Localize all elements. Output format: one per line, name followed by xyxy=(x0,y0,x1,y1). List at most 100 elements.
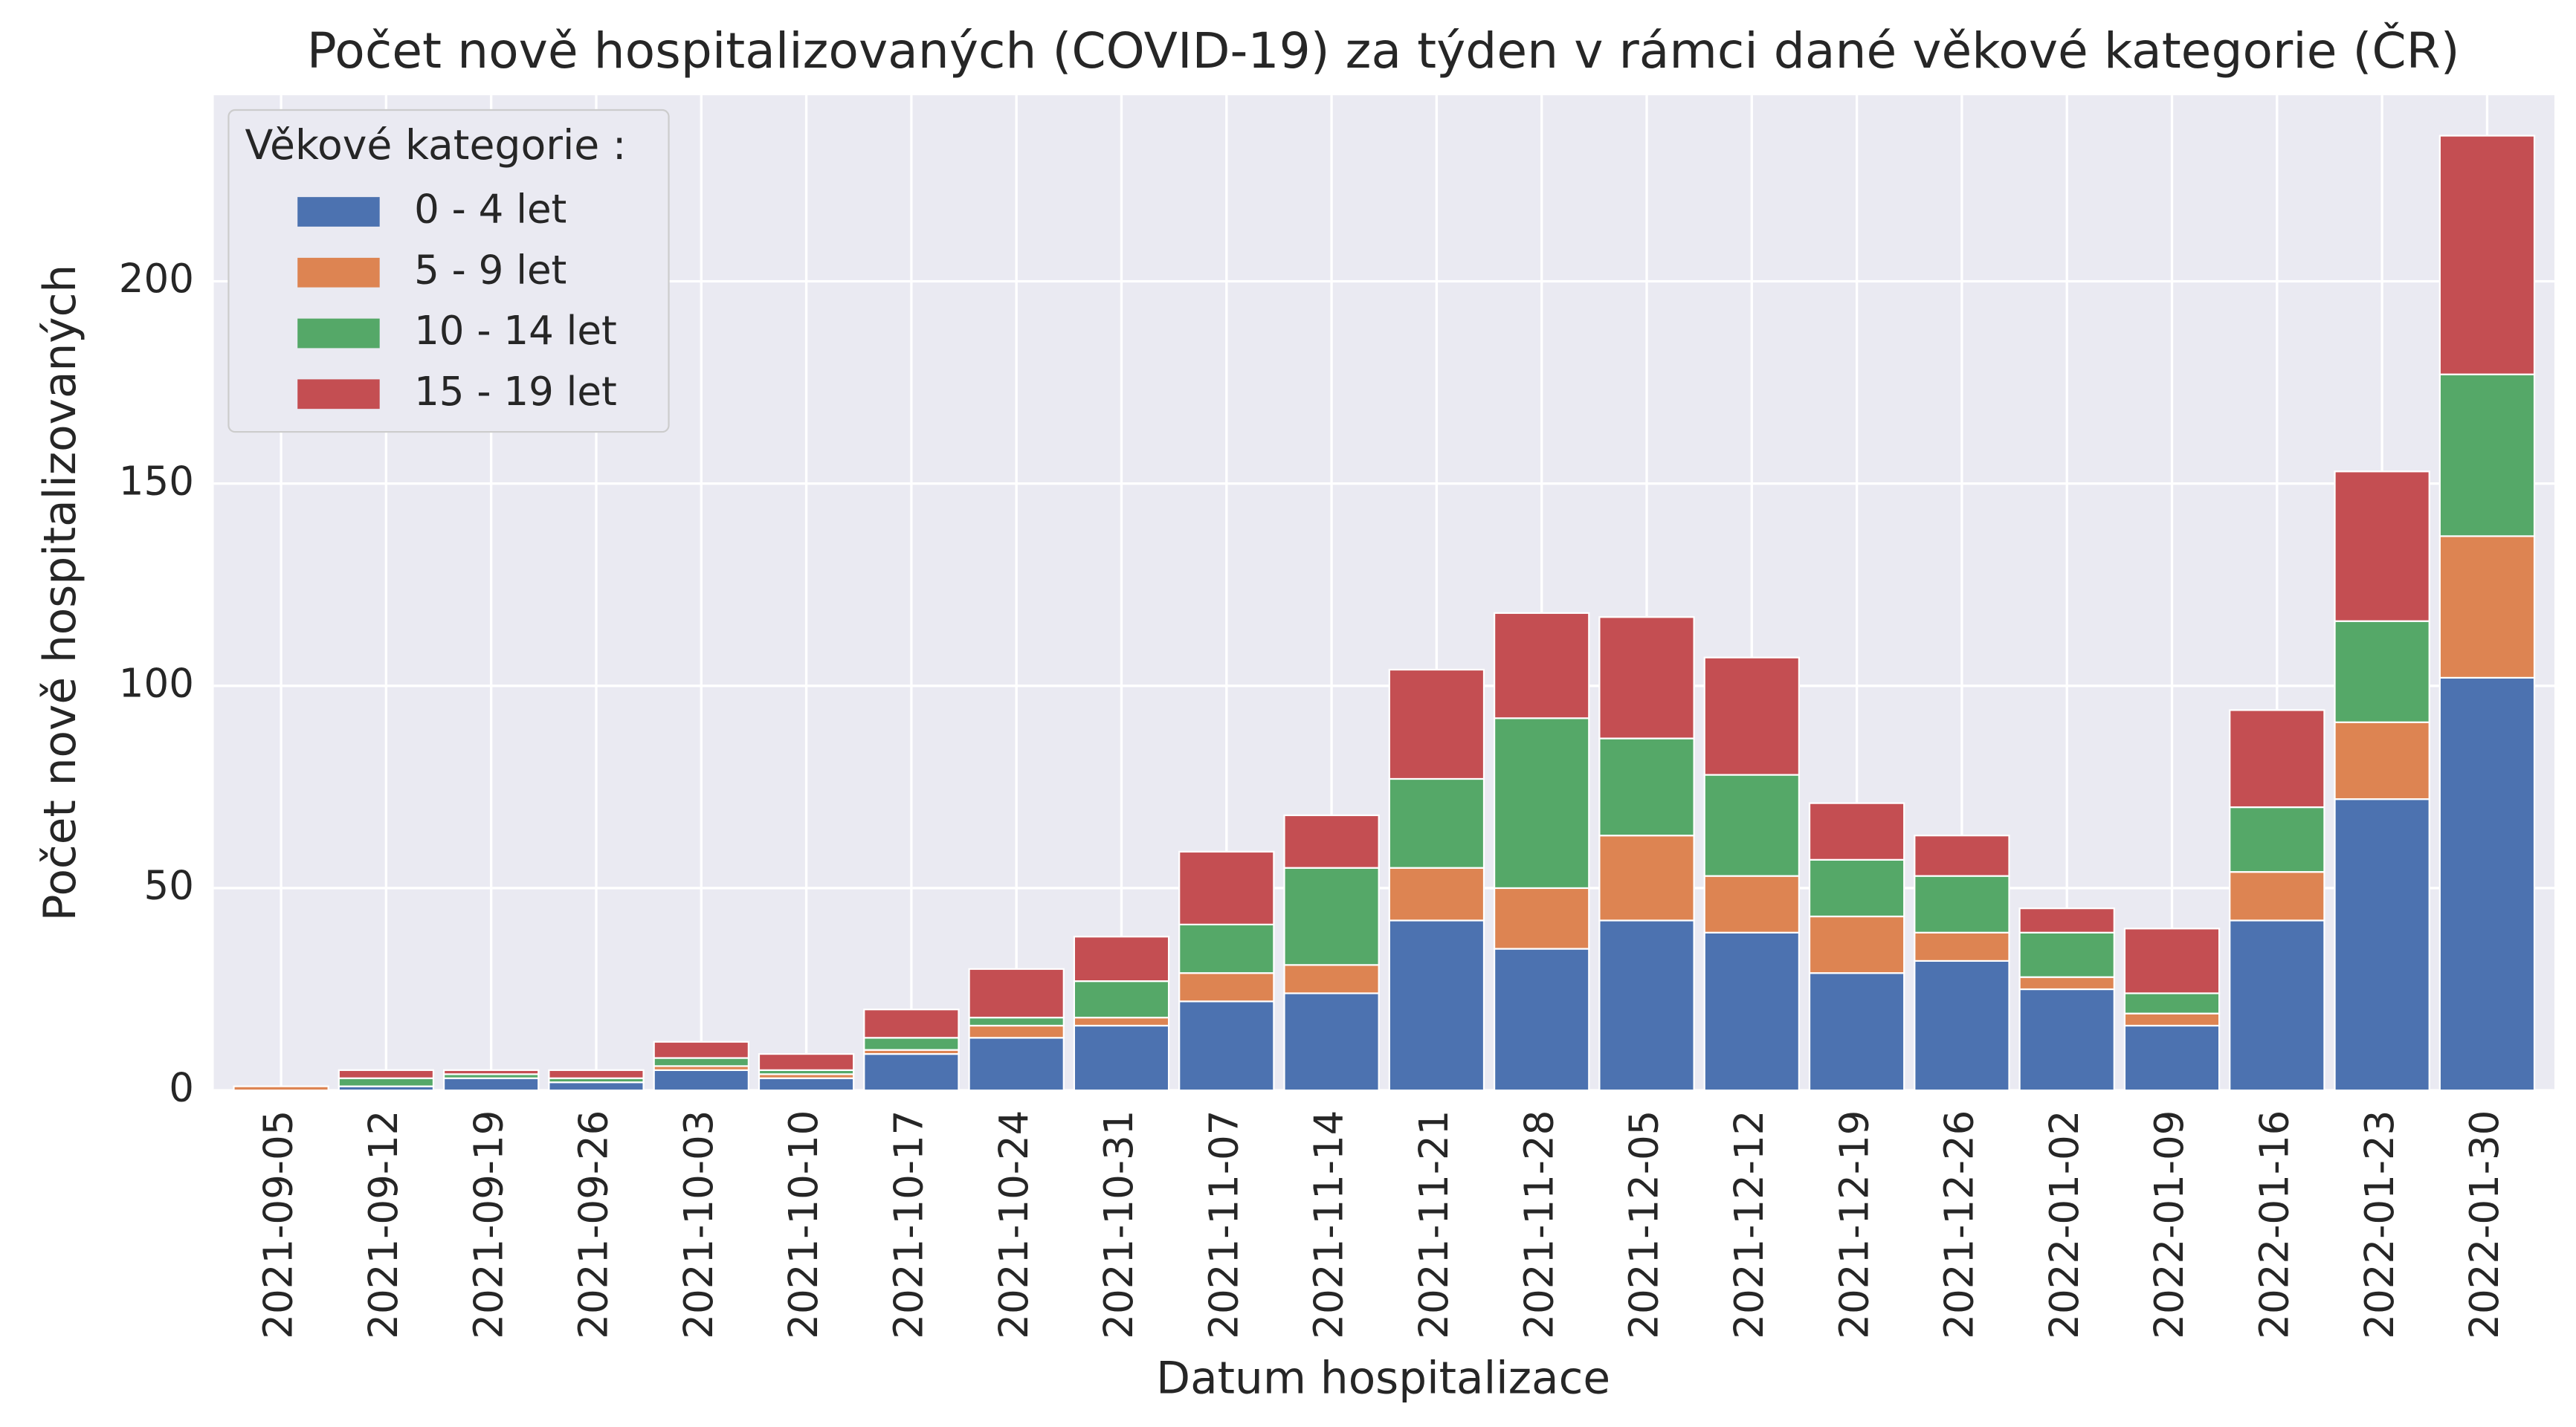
bar-segment xyxy=(338,1077,435,1087)
bar-segment xyxy=(968,1016,1065,1027)
bar-segment xyxy=(1073,1024,1170,1092)
x-tick-label: 2021-11-28 xyxy=(1516,1110,1562,1339)
bar-segment xyxy=(2123,992,2221,1015)
bars xyxy=(233,135,2536,1092)
bar-segment xyxy=(1808,972,1905,1092)
y-tick-label: 200 xyxy=(119,256,194,302)
x-tick-label: 2021-10-31 xyxy=(1096,1110,1142,1339)
x-tick-label: 2022-01-09 xyxy=(2146,1110,2192,1339)
bar-segment xyxy=(863,1037,960,1051)
bar-segment xyxy=(1598,919,1695,1092)
x-tick-label: 2021-11-07 xyxy=(1201,1110,1247,1339)
y-tick-label: 0 xyxy=(169,1065,194,1111)
x-tick-label: 2021-09-05 xyxy=(256,1110,302,1339)
y-tick-label: 50 xyxy=(144,863,194,909)
bar-segment xyxy=(2334,798,2430,1092)
bar-segment xyxy=(1914,960,2010,1092)
bar-segment xyxy=(1388,668,1485,780)
bar-segment xyxy=(1914,931,2010,962)
bar-segment xyxy=(653,1069,749,1092)
bar-segment xyxy=(758,1052,855,1071)
bar-segment xyxy=(1283,964,1380,994)
legend-swatch xyxy=(297,257,380,288)
bar-segment xyxy=(1073,980,1170,1019)
legend-label: 15 - 19 let xyxy=(414,369,617,415)
bar-segment xyxy=(863,1009,960,1039)
bar-segment xyxy=(1703,656,1801,776)
y-tick-label: 150 xyxy=(119,458,194,504)
bar-segment xyxy=(2018,976,2115,991)
bar-segment xyxy=(653,1057,749,1067)
legend-box xyxy=(227,109,670,433)
x-tick-label: 2021-12-26 xyxy=(1937,1110,1983,1339)
bar-segment xyxy=(1178,923,1275,974)
bar-segment xyxy=(1808,858,1905,918)
x-tick-label: 2021-11-21 xyxy=(1411,1110,1457,1339)
legend-label: 5 - 9 let xyxy=(414,247,566,293)
bar-segment xyxy=(2229,871,2325,922)
bar-segment xyxy=(2229,806,2325,873)
x-tick-label: 2021-12-05 xyxy=(1621,1110,1668,1339)
bar-segment xyxy=(1388,867,1485,922)
bar-segment xyxy=(968,1037,1065,1092)
bar-segment xyxy=(653,1041,749,1059)
bar-segment xyxy=(1283,867,1380,966)
x-tick-label: 2021-12-19 xyxy=(1831,1110,1877,1339)
bar-segment xyxy=(2018,907,2115,933)
bar-segment xyxy=(338,1069,435,1079)
bar-segment xyxy=(2334,620,2430,723)
bar-segment xyxy=(1494,612,1590,719)
bar-segment xyxy=(2438,373,2536,537)
x-tick-label: 2021-10-17 xyxy=(886,1110,932,1339)
bar-segment xyxy=(1914,835,2010,877)
legend: Věkové kategorie : 0 - 4 let 5 - 9 let 10 … xyxy=(227,109,670,433)
x-tick-label: 2021-10-24 xyxy=(991,1110,1037,1339)
bar-segment xyxy=(2229,919,2325,1092)
bar-segment xyxy=(2018,931,2115,978)
bar-segment xyxy=(2123,928,2221,994)
bar-segment xyxy=(1808,802,1905,861)
bar-segment xyxy=(2123,1012,2221,1027)
bar-segment xyxy=(442,1069,540,1075)
bar-segment xyxy=(1703,774,1801,877)
x-tick-label: 2021-10-03 xyxy=(676,1110,722,1339)
bar-segment xyxy=(1388,919,1485,1092)
x-tick-label: 2022-01-23 xyxy=(2357,1110,2403,1339)
bar-segment xyxy=(758,1077,855,1092)
bar-segment xyxy=(1073,1016,1170,1027)
x-tick-label: 2021-11-14 xyxy=(1306,1110,1352,1339)
legend-label: 0 - 4 let xyxy=(414,187,566,233)
y-tick-label: 100 xyxy=(119,660,194,706)
x-tick-label: 2022-01-16 xyxy=(2251,1110,2297,1339)
x-tick-label: 2022-01-30 xyxy=(2462,1110,2508,1339)
bar-segment xyxy=(2438,135,2536,375)
bar-segment xyxy=(548,1069,645,1079)
bar-segment xyxy=(1703,931,1801,1092)
x-tick-label: 2021-09-12 xyxy=(361,1110,407,1339)
x-axis-label: Datum hospitalizace xyxy=(1156,1353,1610,1405)
bar-segment xyxy=(1494,717,1590,890)
chart-title: Počet nově hospitalizovaných (COVID-19) … xyxy=(307,22,2460,80)
bar-segment xyxy=(1703,875,1801,933)
bar-segment xyxy=(2334,470,2430,622)
x-tick-label: 2021-12-12 xyxy=(1726,1110,1772,1339)
bar-segment xyxy=(2438,676,2536,1092)
bar-segment xyxy=(1178,1000,1275,1092)
y-axis-label: Počet nově hospitalizovaných xyxy=(35,265,86,922)
bar-segment xyxy=(1598,616,1695,740)
bar-segment xyxy=(1598,835,1695,922)
bar-segment xyxy=(1494,948,1590,1092)
bar-segment xyxy=(442,1077,540,1092)
bar-segment xyxy=(1914,875,2010,933)
bar-segment xyxy=(1073,936,1170,983)
legend-swatch xyxy=(297,379,380,410)
legend-swatch xyxy=(297,197,380,227)
bar-segment xyxy=(968,1024,1065,1039)
bar-segment xyxy=(1178,850,1275,926)
x-tick-label: 2021-09-19 xyxy=(465,1110,511,1339)
x-tick-label: 2021-09-26 xyxy=(571,1110,617,1339)
legend-title: Věkové kategorie : xyxy=(245,122,627,169)
bar-segment xyxy=(968,968,1065,1019)
bar-segment xyxy=(1178,972,1275,1003)
